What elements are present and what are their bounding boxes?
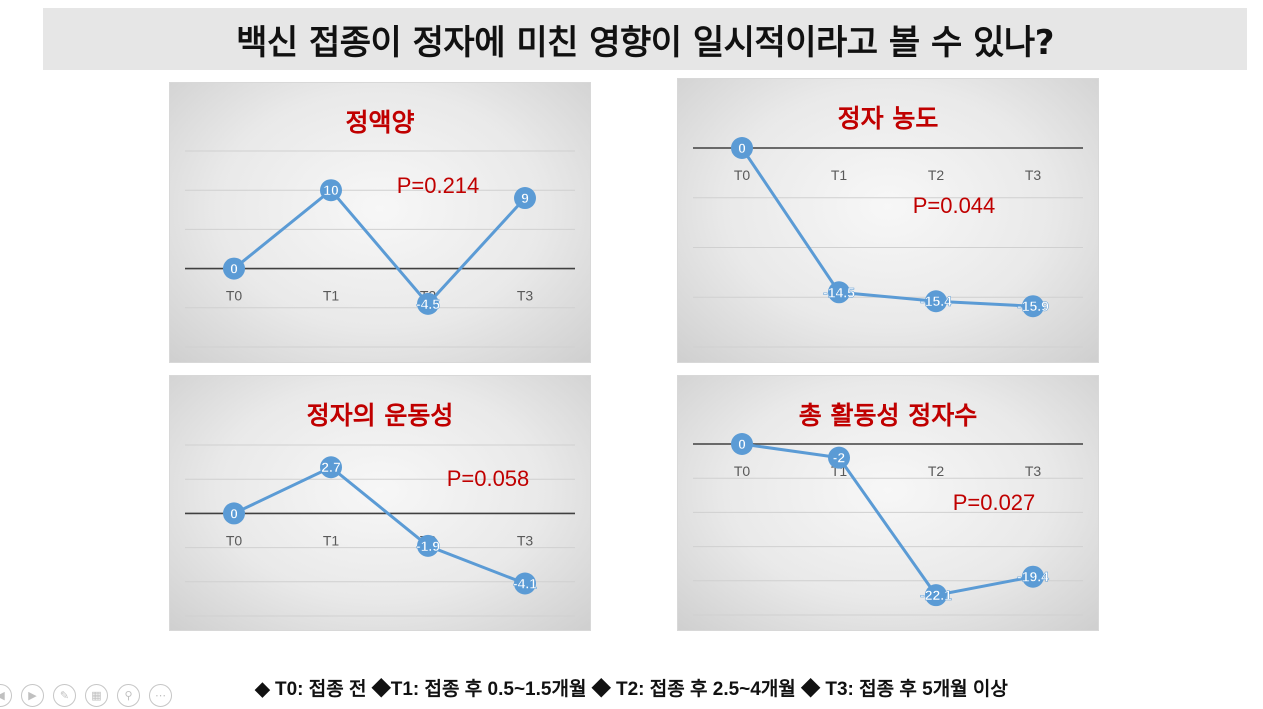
data-label: -15.9 (1017, 298, 1049, 314)
x-tick-label: T3 (1025, 167, 1042, 183)
chart-panel-total-motile-count: 총 활동성 정자수 T0 T1 T2 T3 P=0.027 0 -2 -22.1 -19.4 (677, 375, 1099, 631)
data-label: 0 (738, 140, 746, 156)
x-tick-label: T1 (323, 288, 340, 304)
x-tick-label: T2 (928, 167, 945, 183)
data-point (925, 584, 947, 607)
p-value-annotation: P=0.027 (953, 490, 1036, 515)
next-icon[interactable]: ▶ (21, 684, 44, 707)
data-point (320, 456, 342, 479)
data-point (731, 137, 753, 159)
data-point (320, 179, 342, 202)
p-value-annotation: P=0.214 (397, 173, 480, 198)
x-tick-label: T1 (831, 167, 848, 183)
data-label: -2 (833, 450, 846, 466)
data-label: 2.7 (321, 459, 341, 475)
data-label: 9 (521, 190, 529, 206)
data-label: -15.4 (920, 293, 952, 309)
x-tick-label: T1 (323, 532, 340, 548)
series-line (233, 465, 526, 585)
timepoint-legend: ◆ T0: 접종 전 ◆T1: 접종 후 0.5~1.5개월 ◆ T2: 접종 … (0, 672, 1263, 702)
data-point (223, 257, 245, 280)
data-point (731, 433, 753, 455)
prev-icon[interactable]: ◀ (0, 684, 12, 707)
chart-title: 정액양 (345, 108, 414, 137)
x-tick-label: T3 (517, 288, 534, 304)
zoom-icon[interactable]: ⚲ (117, 684, 140, 707)
series-line (741, 442, 1034, 597)
data-point (1022, 565, 1044, 588)
data-label: -1.9 (416, 538, 440, 554)
timepoint-legend-text: ◆ T0: 접종 전 ◆T1: 접종 후 0.5~1.5개월 ◆ T2: 접종 … (255, 678, 1008, 700)
chart-title: 정자의 운동성 (307, 401, 454, 430)
data-point (828, 281, 850, 304)
data-label: -4.1 (513, 576, 537, 592)
more-icon[interactable]: ⋯ (149, 684, 172, 707)
chart-title: 정자 농도 (838, 104, 939, 133)
x-tick-label: T2 (928, 463, 945, 479)
data-point (514, 187, 536, 210)
x-tick-label: T0 (226, 532, 243, 548)
slides-icon[interactable]: ▦ (85, 684, 108, 707)
chart-panel-sperm-concentration: 정자 농도 T0 T1 T2 T3 P=0.044 0 -14.5 -15.4 -15.9 (677, 78, 1099, 363)
p-value-annotation: P=0.044 (913, 193, 996, 218)
series-line (740, 147, 1034, 308)
x-tick-label: T0 (734, 167, 751, 183)
chart-sperm-concentration: 정자 농도 T0 T1 T2 T3 P=0.044 0 -14.5 -15.4 -15.9 (693, 104, 1083, 348)
data-point (417, 534, 439, 557)
data-label: 0 (230, 505, 238, 521)
data-label: 10 (323, 182, 339, 198)
x-tick-label: T0 (734, 463, 751, 479)
data-point (223, 502, 245, 525)
data-point (828, 446, 850, 469)
data-label: -22.1 (920, 587, 952, 603)
title-bar: 백신 접종이 정자에 미친 영향이 일시적이라고 볼 수 있나? (43, 8, 1247, 70)
x-tick-label: T3 (1025, 463, 1042, 479)
data-label: -4.5 (416, 296, 440, 312)
data-point (1022, 295, 1044, 318)
data-point (925, 290, 947, 313)
page-title: 백신 접종이 정자에 미친 영향이 일시적이라고 볼 수 있나? (236, 22, 1054, 63)
series-line (233, 188, 527, 307)
data-label: 0 (738, 436, 746, 452)
data-label: -19.4 (1017, 569, 1049, 585)
data-label: -14.5 (823, 284, 855, 300)
x-tick-label: T3 (517, 532, 534, 548)
x-tick-label: T0 (226, 288, 243, 304)
data-label: 0 (230, 261, 238, 277)
pen-icon[interactable]: ✎ (53, 684, 76, 707)
data-point (514, 572, 536, 595)
slideshow-controls: ◀ ▶ ✎ ▦ ⚲ ⋯ (0, 684, 172, 709)
data-point (417, 292, 439, 315)
p-value-annotation: P=0.058 (447, 466, 530, 491)
chart-title: 총 활동성 정자수 (799, 401, 977, 430)
